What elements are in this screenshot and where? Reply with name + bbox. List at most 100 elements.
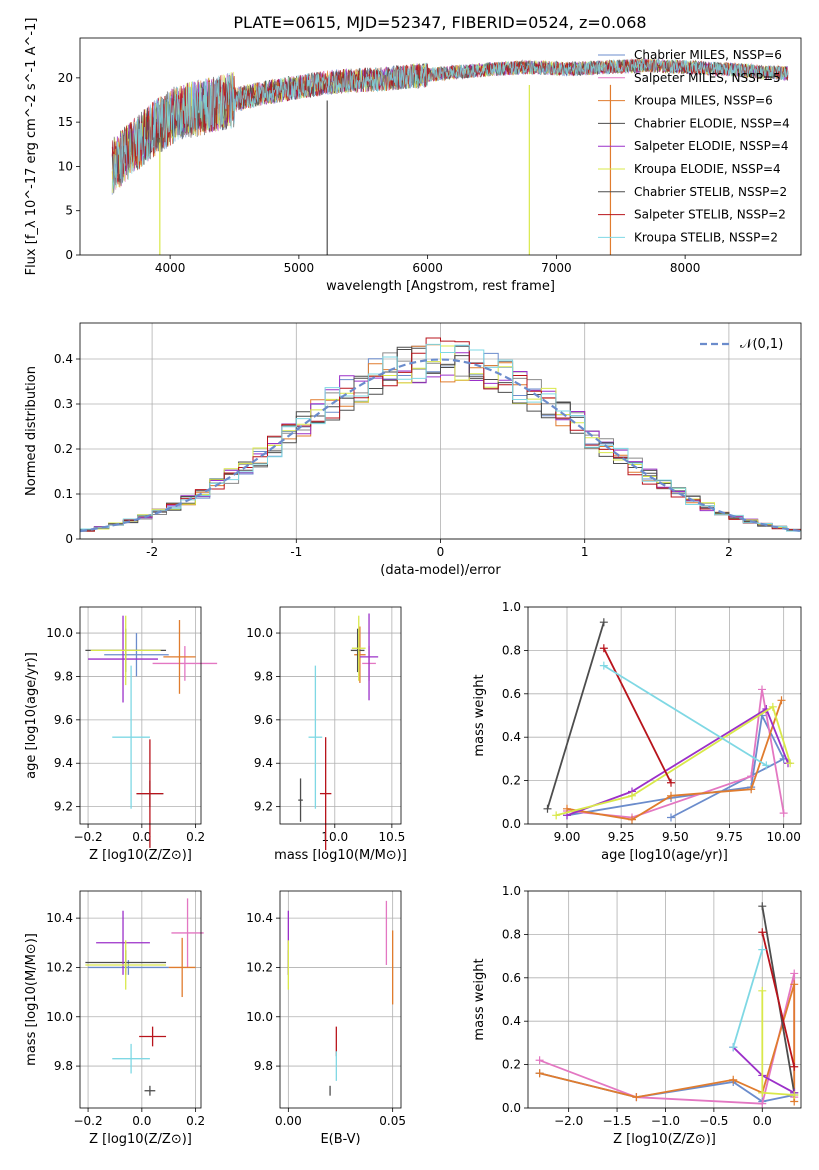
x-tick-label: 7000 [541,261,572,275]
mass-vs-ebv-panel: 0.00 0.05 9.8 10.0 10.2 10.4 E(B-V) [246,890,406,1147]
y-tick-label: 9.2 [254,800,273,814]
plot-area [80,891,201,1108]
mass-weight-line [555,705,792,817]
x-axis-label: E(B-V) [320,1132,360,1147]
mass-weight-marker [628,791,636,800]
mass-weight-vs-metallicity-panel: −2.0 −1.5 −1.0 −0.5 0.0 0.0 0.2 0.4 0.6 0.8 1.0 Z [… [472,884,802,1147]
y-tick-label: 9.4 [254,756,273,770]
x-tick-label: 1 [581,545,589,559]
y-tick-label: 20 [58,71,73,85]
y-tick-label: 9.6 [254,713,273,727]
histogram-series [80,346,801,532]
y-tick-label: 0.0 [502,1101,521,1115]
histogram-series [80,343,801,532]
y-tick-label: 0.1 [54,487,73,501]
y-tick-label: 0.2 [54,442,73,456]
mass-weight-marker [543,804,552,813]
x-tick-label: 0.0 [132,1114,151,1128]
axes-frame [527,890,802,1109]
y-tick-label: 0.4 [502,730,521,744]
x-tick-label: 0 [437,545,445,559]
y-axis-label: Flux [f_λ 10^-17 erg cm^-2 s^-1 A^-1] [24,18,39,276]
mass-weight-marker [667,791,675,800]
axes-frame [527,606,802,825]
axes-frame [79,606,202,825]
mass-weight-line [761,931,796,1068]
mass-weight-marker [667,813,675,822]
y-tick-label: 0.2 [502,774,521,788]
histogram-series [80,337,801,532]
x-tick-label: −1.5 [602,1114,631,1128]
x-tick-label: 0.0 [753,1114,772,1128]
y-tick-label: 15 [58,115,73,129]
x-tick-label: −0.2 [73,1114,102,1128]
x-tick-label: 0.0 [132,830,151,844]
y-tick-label: 10.0 [246,626,273,640]
x-axis-label: Z [log10(Z/Z⊙)] [89,848,192,863]
x-tick-label: 2 [725,545,733,559]
y-tick-label: 10.2 [46,960,73,974]
mass-weight-marker [779,809,788,818]
mass-weight-marker [729,1075,738,1084]
x-tick-label: 9.25 [608,830,635,844]
x-tick-label: 0.2 [186,830,205,844]
histogram-series [80,352,801,532]
spectrum-panel: 4000 5000 6000 7000 8000 0 5 10 15 20 wavelength [… [24,18,802,294]
mass-weight-marker [599,618,608,627]
mass-vs-metallicity-panel: −0.2 0.0 0.2 9.8 10.0 10.2 10.4 Z [log10(Z/Z⊙)]… [24,890,205,1147]
x-tick-label: 0.05 [379,1114,406,1128]
x-tick-label: 10.00 [766,830,800,844]
mass-weight-marker [599,661,608,670]
y-axis-label: mass [log10(M/M⊙)] [24,933,39,1066]
y-tick-label: 0.6 [502,687,521,701]
legend-label: Salpeter MILES, NSSP=5 [634,71,781,85]
y-tick-label: 0.8 [502,643,521,657]
legend-label: Chabrier MILES, NSSP=6 [634,48,782,62]
y-tick-label: 9.6 [54,713,73,727]
y-tick-label: 5 [65,204,73,218]
mass-weight-marker [758,902,767,911]
mass-weight-marker [599,644,608,653]
legend-label: Salpeter STELIB, NSSP=2 [634,208,786,222]
plot-area [528,891,801,1108]
legend-label: Chabrier ELODIE, NSSP=4 [634,116,790,130]
mass-weight-marker [786,759,795,768]
x-tick-label: -2 [146,545,158,559]
x-axis-label: age [log10(age/yr)] [601,848,728,863]
mass-weight-marker [768,702,777,711]
y-tick-label: 10.4 [46,911,73,925]
x-tick-label: 9.75 [716,830,743,844]
y-tick-label: 0.4 [502,1014,521,1028]
x-tick-label: −0.5 [699,1114,728,1128]
legend-label: Kroupa MILES, NSSP=6 [634,94,773,108]
y-tick-label: 9.8 [54,1059,73,1073]
age-vs-mass-panel: 10.0 10.5 9.2 9.4 9.6 9.8 10.0 mass [log10(M/M⊙… [246,606,593,863]
legend-label: Chabrier STELIB, NSSP=2 [634,185,787,199]
axes-frame [279,606,402,825]
y-tick-label: 0.4 [54,352,73,366]
x-tick-label: 6000 [412,261,443,275]
spectrum-line [112,58,789,189]
axes-frame [79,322,802,540]
x-axis-label: mass [log10(M/M⊙)] [274,848,407,863]
mass-weight-marker [552,811,561,820]
mass-weight-marker [667,778,675,787]
x-tick-label: 0.2 [186,1114,205,1128]
mass-weight-vs-age-panel: 9.00 9.25 9.50 9.75 10.00 0.0 0.2 0.4 0.6 0.8 1.0 a… [472,600,802,863]
mass-weight-marker [747,785,756,794]
y-tick-label: 10.0 [246,1010,273,1024]
legend-label: Kroupa STELIB, NSSP=2 [634,230,778,244]
y-tick-label: 9.2 [54,800,73,814]
figure-title: PLATE=0615, MJD=52347, FIBERID=0524, z=0… [233,13,646,32]
mass-weight-marker [790,980,799,989]
mass-weight-marker [758,1088,767,1097]
plot-area [280,891,401,1108]
y-tick-label: 0.3 [54,397,73,411]
y-tick-label: 10.0 [46,1010,73,1024]
x-tick-label: −2.0 [554,1114,583,1128]
plot-area [280,607,401,824]
legend-label: 𝒩(0,1) [740,337,783,352]
x-tick-label: −0.2 [73,830,102,844]
plot-area [80,607,201,824]
